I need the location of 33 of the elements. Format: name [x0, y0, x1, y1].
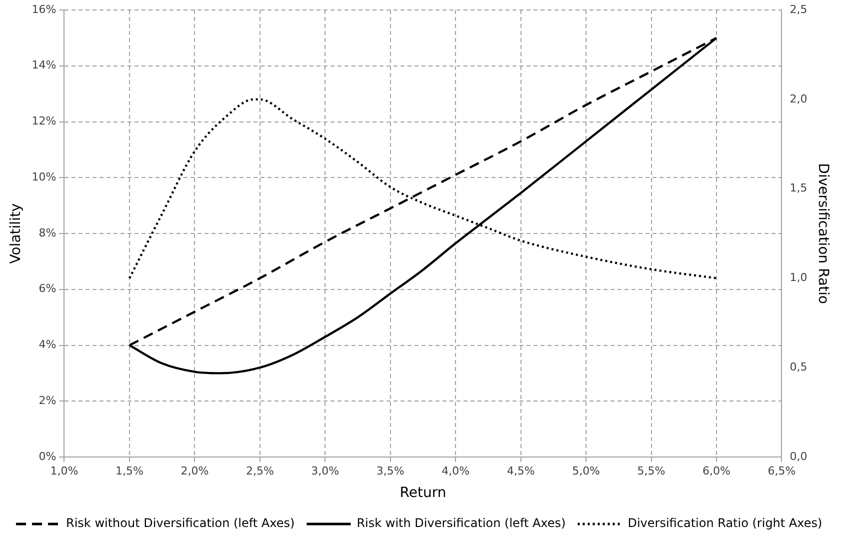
y2-axis-title: Diversification Ratio [814, 163, 831, 304]
y2-tick-label: 1,5 [790, 182, 808, 195]
x-tick-label: 6,0% [702, 464, 730, 478]
y2-tick-label: 1,0 [790, 271, 808, 284]
x-tick-label: 1,5% [115, 464, 144, 478]
legend-label: Risk with Diversification (left Axes) [356, 516, 566, 530]
x-axis-title: Return [400, 485, 446, 502]
x-tick-label: 4,5% [506, 464, 535, 478]
y-axis-title: Volatility [8, 203, 24, 264]
y-tick-label: 0% [38, 450, 56, 463]
x-tick-label: 1,0% [50, 464, 78, 478]
x-tick-label: 2,0% [180, 464, 209, 478]
y-tick-label: 14% [32, 58, 56, 72]
y-tick-label: 12% [32, 114, 56, 128]
x-tick-label: 3,0% [311, 464, 340, 478]
y2-tick-label: 2,5 [790, 2, 808, 16]
x-tick-label: 2,5% [246, 464, 274, 478]
x-tick-label: 4,0% [442, 464, 470, 478]
x-tick-label: 6,5% [768, 464, 796, 478]
y-tick-label: 2% [38, 394, 56, 407]
legend-label: Diversification Ratio (right Axes) [628, 516, 822, 530]
y-tick-label: 16% [32, 2, 56, 16]
y-tick-label: 6% [38, 282, 56, 296]
y2-tick-label: 2,0 [790, 92, 808, 106]
y-tick-label: 10% [32, 170, 56, 184]
y2-tick-label: 0,0 [790, 450, 808, 463]
y2-tick-label: 0,5 [790, 360, 808, 374]
x-tick-label: 5,5% [637, 464, 666, 478]
y-tick-label: 8% [38, 226, 56, 240]
x-tick-label: 5,0% [572, 464, 600, 478]
legend-label: Risk without Diversification (left Axes) [66, 516, 295, 530]
x-tick-label: 3,5% [376, 464, 404, 478]
y-tick-label: 4% [38, 338, 56, 352]
